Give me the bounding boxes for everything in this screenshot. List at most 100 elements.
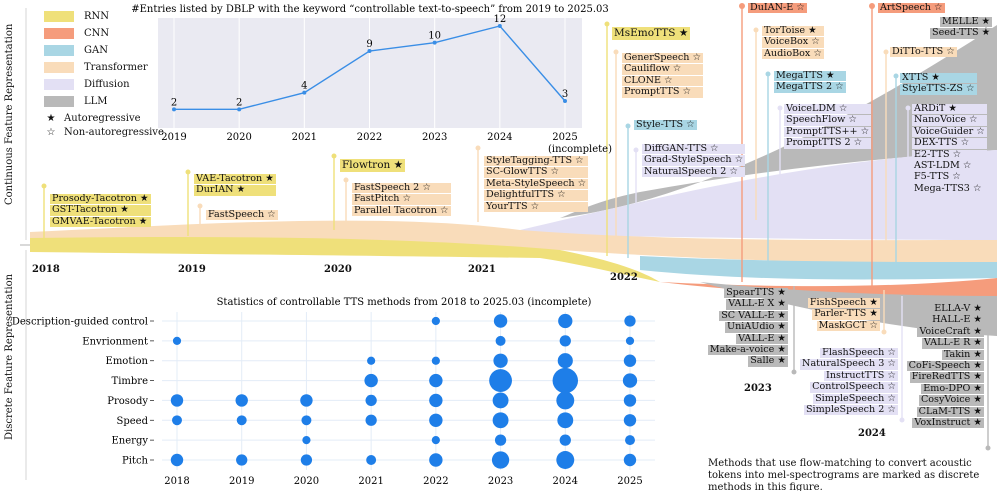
- method-label: StyleTTS-ZS ☆: [900, 83, 977, 95]
- method-label: Mega-TTS3 ☆: [912, 183, 987, 195]
- method-group-2020a: Flowtron ★: [340, 159, 406, 172]
- dot-2019b: [197, 203, 203, 209]
- legend-label-transformer: Transformer: [84, 62, 148, 73]
- method-label: VoxInstruct ★: [912, 417, 984, 429]
- dot-2024c: [893, 73, 899, 79]
- method-label: Cauliflow ☆: [622, 63, 704, 75]
- method-label: VoiceCraft ★: [917, 325, 984, 338]
- method-group-2024e: MELLE ★ Seed-TTS ★: [930, 16, 993, 39]
- method-group-2021: StyleTagging-TTS ☆ SC-GlowTTS ☆ Meta-Sty…: [484, 155, 589, 213]
- legend-item-non-autoregressive: ☆ Non-autoregressive: [44, 127, 164, 138]
- method-group-2024b: DiTTo-TTS ☆: [890, 46, 957, 58]
- legend-swatch-rnn: [44, 11, 74, 22]
- discrete-group-2024c: ELLA-V ★ HALL-E ★ VoiceCraft ★ VALL-E R …: [904, 303, 984, 429]
- method-label: DurIAN ★: [194, 184, 276, 196]
- flow-matching-note: Methods that use flow-matching to conver…: [708, 458, 980, 491]
- method-label: SC VALL-E ★: [719, 309, 788, 322]
- legend-item-cnn: CNN: [44, 28, 109, 39]
- legend-label-rnn: RNN: [84, 11, 110, 22]
- method-group-2024c: XTTS ★ StyleTTS-ZS ☆: [900, 72, 977, 95]
- method-label: SimpleSpeech ☆: [813, 392, 898, 405]
- dot-2024d: [905, 105, 911, 111]
- method-label: NaturalSpeech 3 ☆: [800, 358, 898, 370]
- method-group-2023d: VoiceLDM ☆ SpeechFlow ☆ PromptTTS++ ☆ Pr…: [784, 103, 872, 149]
- dot-d2024b: [899, 417, 905, 423]
- method-label: VoiceLDM ☆: [784, 103, 872, 115]
- method-label: Seed-TTS ★: [930, 27, 993, 39]
- legend-label-gan: GAN: [84, 45, 108, 56]
- method-group-2020b: FastSpeech 2 ☆ FastPitch ☆ Parallel Taco…: [352, 182, 451, 217]
- discrete-group-2024b: FlashSpeech ☆ NaturalSpeech 3 ☆ Instruct…: [800, 347, 898, 416]
- method-label: Grad-StyleSpeech ☆: [642, 154, 746, 166]
- legend-label-non-autoregressive: Non-autoregressive: [64, 127, 164, 138]
- method-label: SpearTTS ★: [724, 287, 788, 299]
- dot-2023c: [765, 71, 771, 77]
- method-label: ARDiT ★: [912, 103, 987, 115]
- method-label: FastSpeech ☆: [206, 209, 278, 221]
- method-label: FireRedTTS ★: [909, 371, 984, 383]
- dot-2020a: [331, 153, 337, 159]
- legend-item-diffusion: Diffusion: [44, 79, 130, 90]
- method-label: VALL-E ★: [736, 332, 788, 345]
- discrete-group-2024a: FishSpeech ★ Parler-TTS ★ MaskGCT ☆: [807, 297, 880, 332]
- dot-2019a: [185, 169, 191, 175]
- year-label-2021: 2021: [468, 264, 496, 275]
- method-label: InstructTTS ☆: [824, 369, 898, 382]
- method-label: ArtSpeech ☆: [878, 2, 945, 14]
- method-label: AudioBox ☆: [762, 47, 824, 60]
- method-label: AST-LDM ☆: [912, 160, 987, 172]
- legend-item-rnn: RNN: [44, 11, 109, 22]
- legend-label-llm: LLM: [84, 96, 108, 107]
- star-filled-icon: ★: [46, 113, 56, 124]
- method-label: Flowtron ★: [340, 159, 406, 172]
- method-label: Style-TTS ☆: [634, 119, 697, 131]
- dot-2024b: [883, 49, 889, 55]
- method-label: VoiceBox ☆: [762, 36, 824, 48]
- method-group-2024a: ArtSpeech ☆: [878, 2, 945, 14]
- method-label: FishSpeech ★: [807, 297, 880, 309]
- method-group-2024d: ARDiT ★ NanoVoice ☆ VoiceGuider ☆ DEX-TT…: [912, 103, 987, 195]
- method-group-2023b: TorToise ★ VoiceBox ☆ AudioBox ☆: [762, 25, 824, 60]
- method-label: CLaM-TTS ★: [916, 405, 984, 418]
- dot-2018: [41, 183, 47, 189]
- legend-swatch-transformer: [44, 62, 74, 73]
- method-label: MegaTTS ★: [774, 70, 846, 82]
- method-label: CoFi-Speech ★: [906, 360, 984, 372]
- legend-swatch-diffusion: [44, 79, 74, 90]
- dot-d2023a: [791, 369, 797, 375]
- method-group-2019a: VAE-Tacotron ★ DurIAN ★: [194, 173, 276, 196]
- side-label-discrete: Discrete Feature Representation: [4, 273, 15, 440]
- method-group-2022b: GenerSpeech ☆ Cauliflow ☆ CLONE ☆ Prompt…: [622, 52, 704, 98]
- method-label: SC-GlowTTS ☆: [484, 166, 589, 178]
- stream-rnn: [30, 237, 660, 282]
- dot-2020b: [343, 177, 349, 183]
- method-label: MegaTTS 2 ☆: [774, 81, 846, 93]
- method-group-2022d: DiffGAN-TTS ☆ Grad-StyleSpeech ☆ Natural…: [642, 143, 746, 178]
- legend-label-autoregressive: Autoregressive: [64, 113, 141, 124]
- method-label: GST-Tacotron ★: [50, 204, 151, 216]
- year-label-2022: 2022: [610, 272, 638, 283]
- method-label: MaskGCT ☆: [816, 319, 880, 332]
- side-label-continuous: Continuous Feature Representation: [4, 23, 15, 205]
- method-label: StyleTagging-TTS ☆: [484, 155, 589, 167]
- dot-2024a: [869, 3, 875, 9]
- method-group-2022a: MsEmoTTS ★: [612, 27, 691, 40]
- method-label: Make-a-voice ★: [707, 344, 788, 356]
- stream-transformer: [30, 220, 997, 263]
- method-label: NanoVoice ☆: [912, 114, 987, 126]
- method-group-2022c: Style-TTS ☆: [634, 119, 697, 131]
- method-label: UniAUdio ★: [725, 321, 788, 333]
- discrete-year-2023: 2023: [744, 383, 772, 394]
- method-label: PromptTTS++ ☆: [784, 125, 872, 138]
- year-label-2018: 2018: [32, 264, 60, 275]
- method-label: DiTTo-TTS ☆: [890, 46, 957, 58]
- method-label: GMVAE-Tacotron ★: [50, 216, 151, 228]
- legend-item-llm: LLM: [44, 96, 108, 107]
- method-label: YourTTS ☆: [484, 201, 589, 213]
- legend-swatch-llm: [44, 96, 74, 107]
- method-label: GenerSpeech ☆: [622, 52, 704, 64]
- star-outline-icon: ☆: [46, 127, 56, 138]
- dot-2023a: [739, 3, 745, 9]
